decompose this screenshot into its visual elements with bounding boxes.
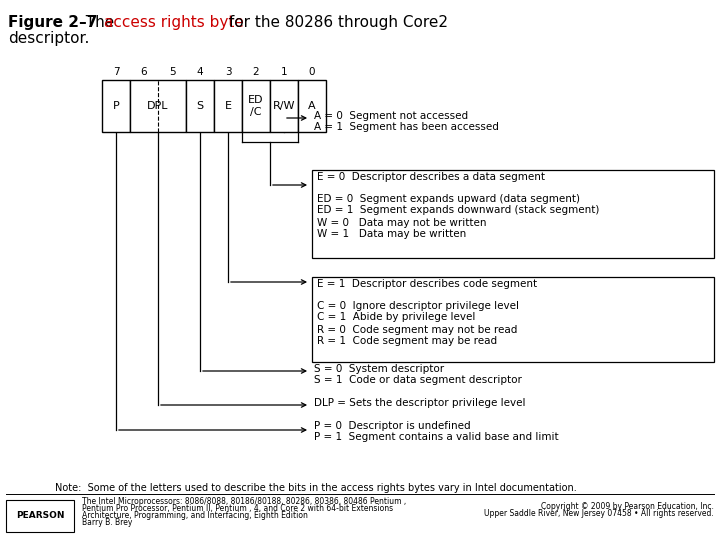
Text: W = 1   Data may be written: W = 1 Data may be written (317, 229, 467, 239)
Text: A: A (308, 101, 316, 111)
Text: access rights byte: access rights byte (104, 15, 244, 30)
Bar (186, 80, 214, 132)
Text: 3: 3 (225, 67, 231, 77)
Bar (6, 500, 74, 532)
Text: C = 0  Ignore descriptor privilege level: C = 0 Ignore descriptor privilege level (317, 301, 519, 311)
Text: S = 0  System descriptor: S = 0 System descriptor (314, 364, 444, 374)
Text: for the 80286 through Core2: for the 80286 through Core2 (224, 15, 448, 30)
Text: DLP = Sets the descriptor privilege level: DLP = Sets the descriptor privilege leve… (314, 398, 526, 408)
Text: A = 0  Segment not accessed: A = 0 Segment not accessed (314, 111, 468, 121)
Text: R/W: R/W (273, 101, 295, 111)
Text: Copyright © 2009 by Pearson Education, Inc.: Copyright © 2009 by Pearson Education, I… (541, 502, 714, 511)
Text: Note:  Some of the letters used to describe the bits in the access rights bytes : Note: Some of the letters used to descri… (55, 483, 577, 493)
Text: The: The (76, 15, 119, 30)
Text: R = 1  Code segment may be read: R = 1 Code segment may be read (317, 336, 497, 346)
Text: R = 0  Code segment may not be read: R = 0 Code segment may not be read (317, 325, 518, 335)
Text: PEARSON: PEARSON (16, 511, 64, 521)
Bar (242, 80, 270, 132)
Text: S: S (197, 101, 204, 111)
Bar (298, 80, 326, 132)
Text: Figure 2–7: Figure 2–7 (8, 15, 97, 30)
Bar (312, 170, 714, 258)
Text: E = 0  Descriptor describes a data segment: E = 0 Descriptor describes a data segmen… (317, 172, 545, 182)
Text: P = 1  Segment contains a valid base and limit: P = 1 Segment contains a valid base and … (314, 432, 559, 442)
Text: 2: 2 (253, 67, 259, 77)
Text: ED
/C: ED /C (248, 95, 264, 117)
Bar (270, 80, 298, 132)
Text: descriptor.: descriptor. (8, 31, 89, 46)
Text: 0: 0 (309, 67, 315, 77)
Text: Pentium Pro Processor, Pentium II, Pentium , 4, and Core 2 with 64-bit Extension: Pentium Pro Processor, Pentium II, Penti… (82, 504, 393, 513)
Text: ED = 1  Segment expands downward (stack segment): ED = 1 Segment expands downward (stack s… (317, 205, 599, 215)
Text: 5: 5 (168, 67, 175, 77)
Text: Architecture, Programming, and Interfacing, Eighth Edition: Architecture, Programming, and Interfaci… (82, 511, 308, 520)
Text: P = 0  Descriptor is undefined: P = 0 Descriptor is undefined (314, 421, 471, 431)
Text: Upper Saddle River, New Jersey 07458 • All rights reserved.: Upper Saddle River, New Jersey 07458 • A… (485, 509, 714, 518)
Text: The Intel Microprocessors: 8086/8088, 80186/80188, 80286, 80386, 80486 Pentium ,: The Intel Microprocessors: 8086/8088, 80… (82, 497, 406, 506)
Bar (312, 277, 714, 362)
Text: S = 1  Code or data segment descriptor: S = 1 Code or data segment descriptor (314, 375, 522, 385)
Text: W = 0   Data may not be written: W = 0 Data may not be written (317, 218, 487, 228)
Text: Barry B. Brey: Barry B. Brey (82, 518, 132, 527)
Text: E: E (225, 101, 232, 111)
Text: A = 1  Segment has been accessed: A = 1 Segment has been accessed (314, 122, 499, 132)
Text: DPL: DPL (148, 101, 168, 111)
Text: 7: 7 (113, 67, 120, 77)
Text: ED = 0  Segment expands upward (data segment): ED = 0 Segment expands upward (data segm… (317, 194, 580, 204)
Bar (214, 80, 242, 132)
Text: 4: 4 (197, 67, 203, 77)
Bar (130, 80, 186, 132)
Bar (102, 80, 130, 132)
Text: 6: 6 (140, 67, 148, 77)
Text: 1: 1 (281, 67, 287, 77)
Text: P: P (112, 101, 120, 111)
Text: E = 1  Descriptor describes code segment: E = 1 Descriptor describes code segment (317, 279, 537, 289)
Text: C = 1  Abide by privilege level: C = 1 Abide by privilege level (317, 312, 475, 322)
